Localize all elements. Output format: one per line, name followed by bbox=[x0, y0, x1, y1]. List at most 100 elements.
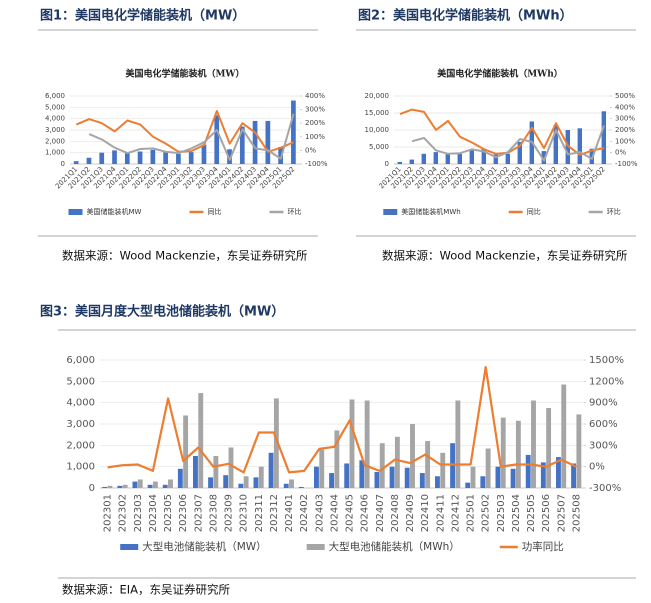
legend-label: 同比 bbox=[207, 207, 221, 216]
bar bbox=[481, 148, 487, 164]
line-series bbox=[399, 108, 605, 156]
legend-label: 美国储能装机MW bbox=[87, 207, 142, 216]
x-tick-label: 202303 bbox=[133, 494, 144, 532]
legend-label: 大型电池储能装机（MW） bbox=[142, 540, 266, 553]
bar bbox=[329, 473, 335, 488]
y2-tick-label: 1500% bbox=[589, 355, 624, 366]
y2-tick-label: -100% bbox=[305, 160, 328, 168]
y2-tick-label: 0% bbox=[589, 462, 605, 473]
bar bbox=[500, 417, 506, 488]
x-tick-label: 202307 bbox=[193, 494, 204, 532]
bar bbox=[397, 161, 403, 164]
bar bbox=[515, 420, 521, 488]
y2-tick-label: 100% bbox=[615, 137, 635, 145]
bar bbox=[117, 485, 123, 488]
bar bbox=[525, 454, 531, 488]
source-note: 数据来源：Wood Mackenzie，东吴证券研究所 bbox=[62, 249, 308, 263]
bar bbox=[163, 151, 168, 164]
y2-tick-label: 400% bbox=[615, 103, 635, 111]
y2-tick-label: 900% bbox=[589, 398, 618, 409]
bar bbox=[147, 484, 153, 488]
bar bbox=[228, 447, 234, 488]
bar bbox=[359, 460, 365, 488]
legend-swatch bbox=[120, 544, 139, 550]
bar bbox=[469, 150, 475, 164]
bar bbox=[419, 473, 425, 488]
bar bbox=[73, 161, 79, 164]
bar bbox=[344, 463, 350, 488]
y2-tick-label: 400% bbox=[305, 92, 325, 100]
bar bbox=[577, 128, 583, 164]
x-tick-label: 202405 bbox=[345, 494, 356, 532]
legend-swatch bbox=[306, 544, 325, 550]
x-tick-label: 202410 bbox=[420, 494, 431, 532]
bar bbox=[177, 468, 183, 488]
legend-label: 大型电池储能装机（MWh） bbox=[329, 540, 460, 553]
y-tick-label: 0 bbox=[385, 160, 389, 168]
bar bbox=[298, 486, 304, 488]
bar bbox=[410, 424, 415, 488]
y2-tick-label: -300% bbox=[589, 483, 621, 494]
source-note: 数据来源：EIA，东吴证券研究所 bbox=[62, 583, 231, 597]
bar bbox=[86, 157, 92, 164]
x-tick-label: 202505 bbox=[526, 494, 537, 532]
bar bbox=[176, 153, 181, 164]
bar bbox=[314, 466, 319, 488]
bar bbox=[455, 400, 461, 488]
y2-tick-label: 1200% bbox=[589, 376, 624, 387]
x-tick-label: 202401 bbox=[284, 494, 295, 532]
bar bbox=[278, 147, 283, 164]
line-series bbox=[76, 110, 294, 153]
y2-tick-label: 500% bbox=[615, 92, 635, 100]
bar bbox=[150, 149, 156, 164]
x-tick-label: 202308 bbox=[208, 494, 219, 532]
y-tick-label: 3,000 bbox=[45, 126, 65, 134]
bar bbox=[495, 466, 501, 488]
bar bbox=[132, 481, 138, 488]
legend-label: 功率同比 bbox=[522, 540, 564, 553]
y-tick-label: 5,000 bbox=[45, 103, 65, 111]
x-tick-label: 202404 bbox=[329, 494, 340, 532]
legend-swatch bbox=[68, 209, 83, 215]
bar bbox=[265, 120, 271, 164]
y-tick-label: 10,000 bbox=[365, 126, 390, 134]
x-tick-label: 202402 bbox=[299, 494, 310, 532]
x-tick-label: 202311 bbox=[254, 494, 265, 532]
bar bbox=[193, 456, 198, 488]
y-tick-label: 0 bbox=[89, 483, 95, 494]
line-series bbox=[107, 366, 577, 474]
bar bbox=[433, 152, 439, 164]
legend-swatch bbox=[383, 209, 398, 215]
bar bbox=[571, 463, 577, 488]
bar bbox=[404, 467, 410, 488]
bar bbox=[440, 452, 446, 488]
y-tick-label: 5,000 bbox=[369, 143, 389, 151]
bar bbox=[470, 466, 476, 488]
bar bbox=[273, 398, 279, 488]
y-tick-label: 4,000 bbox=[66, 398, 95, 409]
y2-tick-label: 300% bbox=[305, 106, 325, 114]
y2-tick-label: 300% bbox=[589, 440, 618, 451]
x-tick-label: 202309 bbox=[224, 494, 235, 532]
bar bbox=[389, 466, 395, 488]
bar bbox=[465, 482, 471, 488]
bar bbox=[553, 124, 559, 164]
bar bbox=[198, 393, 204, 488]
y-tick-label: 4,000 bbox=[45, 115, 65, 123]
bar bbox=[457, 153, 463, 164]
bar bbox=[541, 151, 547, 164]
y-tick-label: 3,000 bbox=[66, 419, 95, 430]
bar bbox=[137, 151, 143, 164]
bar bbox=[239, 126, 245, 164]
bar bbox=[283, 483, 289, 488]
bar bbox=[258, 466, 264, 488]
y-tick-label: 20,000 bbox=[365, 92, 390, 100]
y2-tick-label: 200% bbox=[615, 126, 635, 134]
bar bbox=[289, 479, 294, 488]
bar bbox=[349, 399, 355, 488]
y2-tick-label: 200% bbox=[305, 119, 325, 127]
bar bbox=[589, 148, 595, 164]
bar bbox=[319, 449, 325, 488]
x-tick-label: 202506 bbox=[541, 494, 552, 532]
